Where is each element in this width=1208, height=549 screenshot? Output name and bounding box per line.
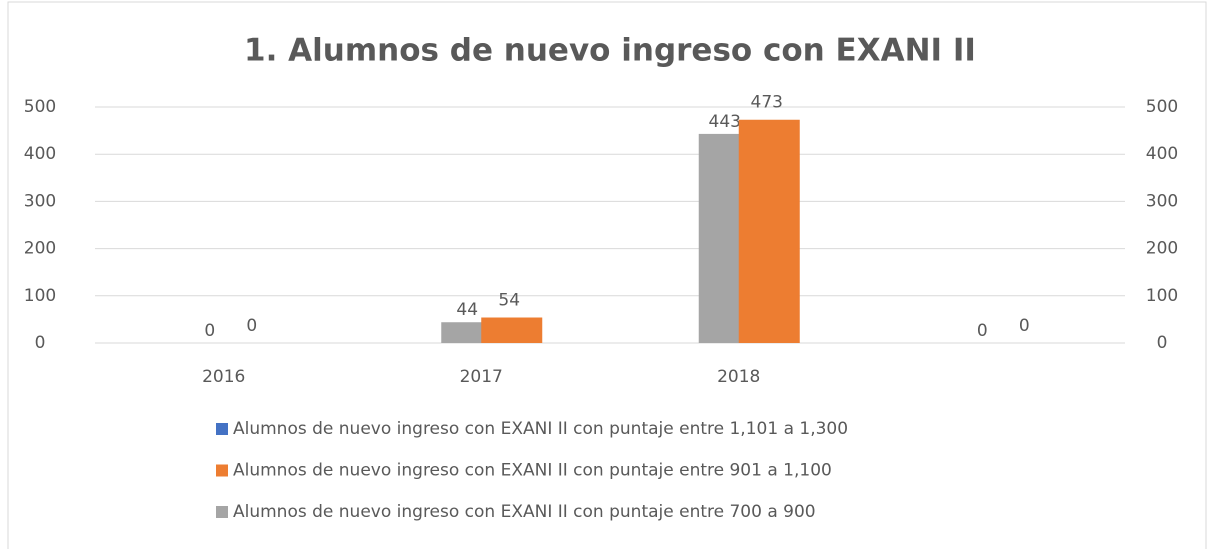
- legend-swatch: [216, 423, 228, 435]
- y2-tick-label: 400: [1146, 144, 1178, 164]
- y-tick-label: 0: [35, 333, 46, 353]
- y2-tick-label: 200: [1146, 239, 1178, 259]
- data-label: 473: [751, 93, 783, 113]
- legend-swatch: [216, 506, 228, 518]
- data-label: 0: [1019, 316, 1030, 336]
- y2-tick-label: 500: [1146, 97, 1178, 117]
- x-tick-label: 2016: [202, 367, 245, 387]
- y2-tick-label: 300: [1146, 191, 1178, 211]
- data-label: 443: [709, 112, 741, 132]
- y-tick-label: 400: [24, 144, 56, 164]
- y-tick-label: 100: [24, 286, 56, 306]
- legend-swatch: [216, 464, 228, 477]
- y-tick-label: 200: [24, 239, 56, 259]
- data-label: 54: [498, 291, 520, 311]
- legend-label: Alumnos de nuevo ingreso con EXANI II co…: [233, 502, 816, 522]
- x-tick-label: 2018: [717, 367, 760, 387]
- data-label: 0: [977, 321, 988, 341]
- y-tick-label: 500: [24, 97, 56, 117]
- bar: [738, 119, 800, 343]
- data-label: 44: [456, 300, 478, 320]
- x-tick-label: 2017: [460, 367, 503, 387]
- legend-label: Alumnos de nuevo ingreso con EXANI II co…: [233, 419, 848, 439]
- legend-label: Alumnos de nuevo ingreso con EXANI II co…: [233, 461, 832, 481]
- y-tick-label: 300: [24, 191, 56, 211]
- chart-frame: [7, 1, 1207, 549]
- data-label: 0: [204, 321, 215, 341]
- chart-title: 1. Alumnos de nuevo ingreso con EXANI II: [244, 33, 976, 69]
- bar: [481, 317, 543, 343]
- y2-tick-label: 0: [1157, 333, 1168, 353]
- y2-tick-label: 100: [1146, 286, 1178, 306]
- data-label: 0: [246, 316, 257, 336]
